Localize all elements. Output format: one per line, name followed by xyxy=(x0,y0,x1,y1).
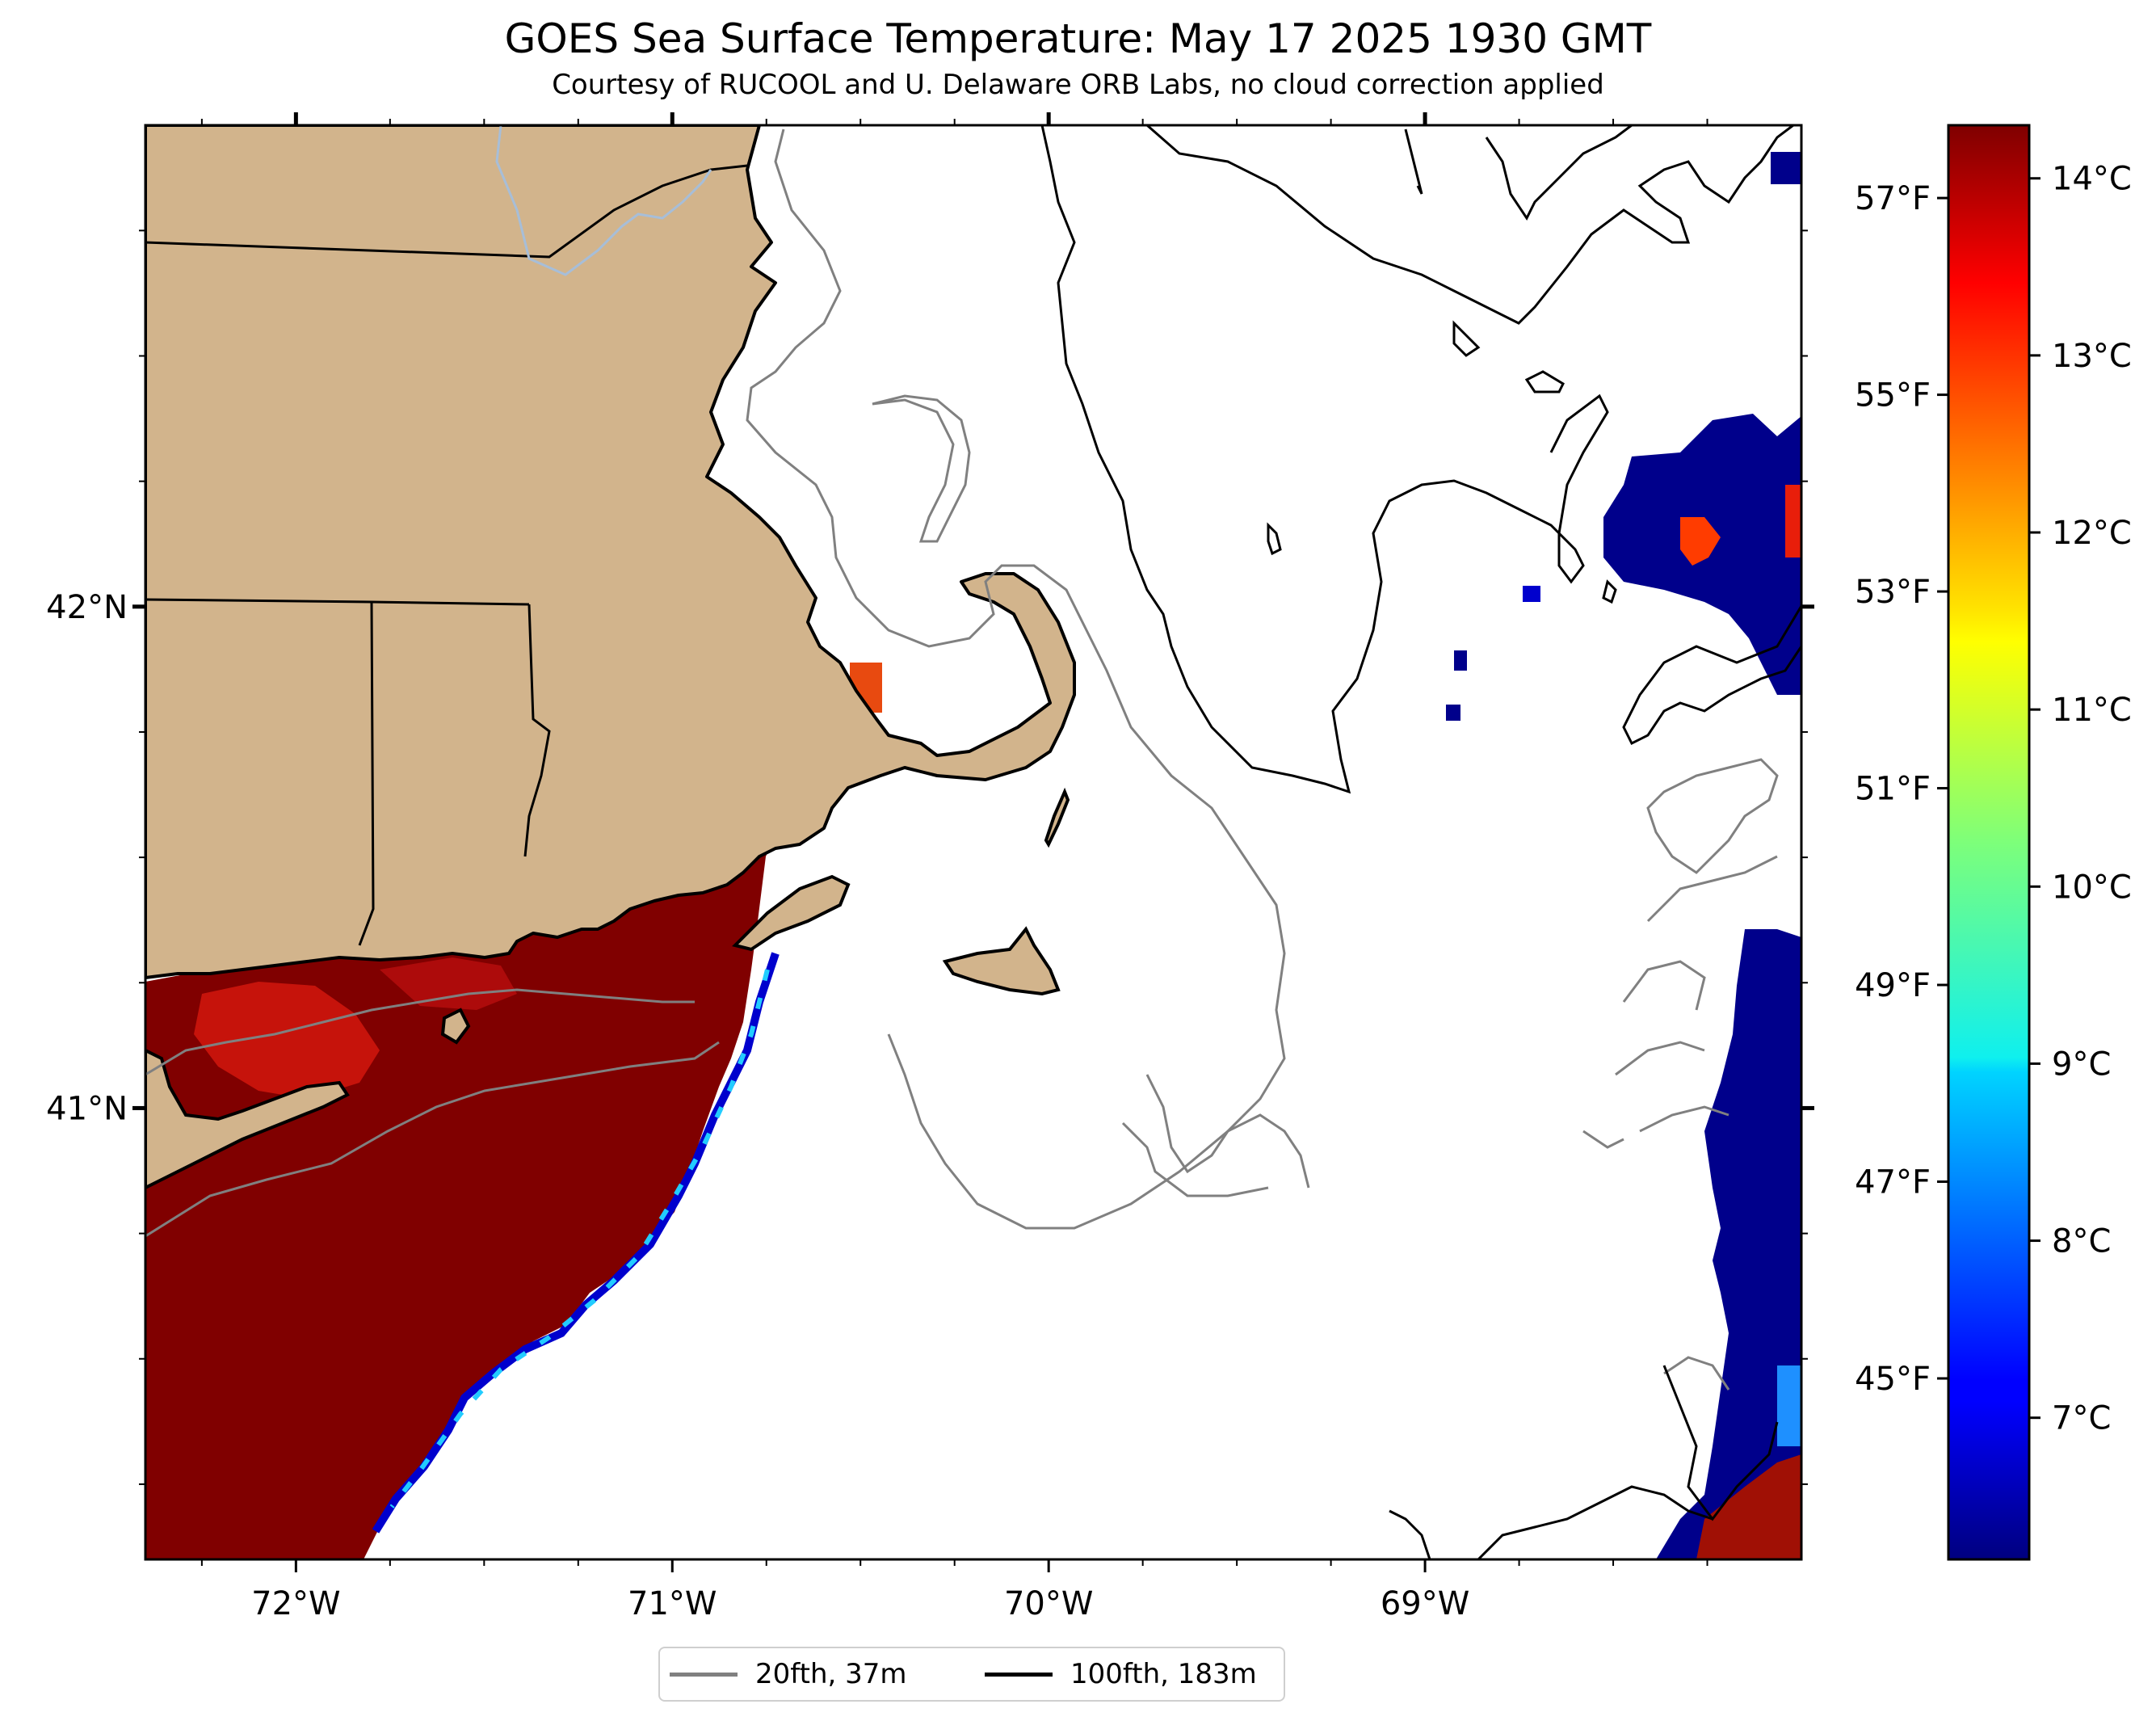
sst-cold-dot-2 xyxy=(1454,650,1467,671)
y-tick-label: 41°N xyxy=(46,1090,128,1127)
sst-cold-patch-top xyxy=(1771,152,1801,184)
legend-item-100fth: 100fth, 183m xyxy=(985,1648,1257,1700)
colorbar-c-label: 9°C xyxy=(2052,1046,2111,1083)
colorbar-f-label: 53°F xyxy=(1855,574,1931,611)
land-marthas-vineyard xyxy=(732,874,851,952)
colorbar-ticks: 14°C 13°C 12°C 11°C 10°C 9°C 8°C 7°C 57°F 55°F 53°… xyxy=(1855,161,2132,1437)
colorbar-f-label: 47°F xyxy=(1855,1164,1931,1201)
state-borders xyxy=(145,164,748,946)
x-axis-ticks: 72°W 71°W 70°W 69°W xyxy=(200,112,1708,1622)
legend-label-100fth: 100fth, 183m xyxy=(1070,1658,1257,1690)
sst-warm-fleck-edge xyxy=(1785,485,1801,558)
x-tick-label: 72°W xyxy=(251,1585,340,1622)
colorbar xyxy=(1947,124,2031,1561)
colorbar-c-label: 12°C xyxy=(2052,515,2132,552)
land-monomoy xyxy=(1044,787,1070,848)
sst-cold-dot-1 xyxy=(1523,586,1540,602)
legend-label-20fth: 20fth, 37m xyxy=(755,1658,907,1690)
river xyxy=(495,125,712,276)
land-long-island xyxy=(145,1048,350,1190)
colorbar-c-label: 14°C xyxy=(2052,161,2132,198)
land-block-island xyxy=(440,1008,471,1045)
y-tick-label: 42°N xyxy=(46,589,128,626)
colorbar-f-label: 57°F xyxy=(1855,180,1931,217)
colorbar-f-label: 51°F xyxy=(1855,771,1931,808)
legend: 20fth, 37m 100fth, 183m xyxy=(658,1647,1285,1702)
x-tick-label: 71°W xyxy=(628,1585,717,1622)
land-mainland xyxy=(145,125,1076,979)
x-tick-label: 70°W xyxy=(1004,1585,1093,1622)
sst-mixed-patch-southeast xyxy=(1777,1365,1801,1446)
sst-warm-patch-southeast xyxy=(1696,1454,1801,1559)
colorbar-c-label: 11°C xyxy=(2052,692,2132,729)
y-axis-ticks: 42°N 41°N xyxy=(46,229,1814,1485)
legend-line-black xyxy=(985,1672,1053,1677)
map-frame xyxy=(144,124,1803,1561)
chart-title: GOES Sea Surface Temperature: May 17 202… xyxy=(504,15,1652,62)
x-tick-label: 69°W xyxy=(1381,1585,1469,1622)
contour-100fth xyxy=(1040,125,1801,1559)
sst-warm-highlight-2 xyxy=(380,957,517,1010)
map-area xyxy=(145,125,1801,1559)
legend-item-20fth: 20fth, 37m xyxy=(670,1648,907,1700)
sst-warm-fleck-northeast xyxy=(1680,517,1721,566)
colorbar-c-label: 10°C xyxy=(2052,869,2132,906)
colorbar-f-label: 55°F xyxy=(1855,377,1931,414)
sst-warm-highlight xyxy=(194,982,380,1099)
colorbar-c-label: 13°C xyxy=(2052,338,2132,375)
sst-cold-water-east xyxy=(1656,929,1801,1559)
legend-line-gray xyxy=(670,1672,738,1677)
sst-cold-dot-3 xyxy=(1446,705,1460,721)
colorbar-f-label: 45°F xyxy=(1855,1361,1931,1398)
contour-20fth xyxy=(145,128,1779,1391)
sst-warm-water xyxy=(145,743,790,1559)
land-nantucket xyxy=(942,926,1061,996)
chart-subtitle: Courtesy of RUCOOL and U. Delaware ORB L… xyxy=(552,69,1604,101)
colorbar-c-label: 8°C xyxy=(2052,1223,2111,1260)
colorbar-f-label: 49°F xyxy=(1855,967,1931,1004)
colorbar-c-label: 7°C xyxy=(2052,1400,2111,1437)
